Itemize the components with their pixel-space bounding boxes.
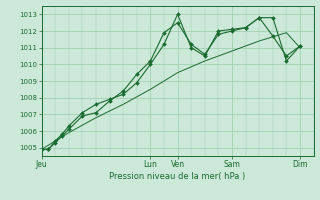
X-axis label: Pression niveau de la mer( hPa ): Pression niveau de la mer( hPa ) [109, 172, 246, 181]
